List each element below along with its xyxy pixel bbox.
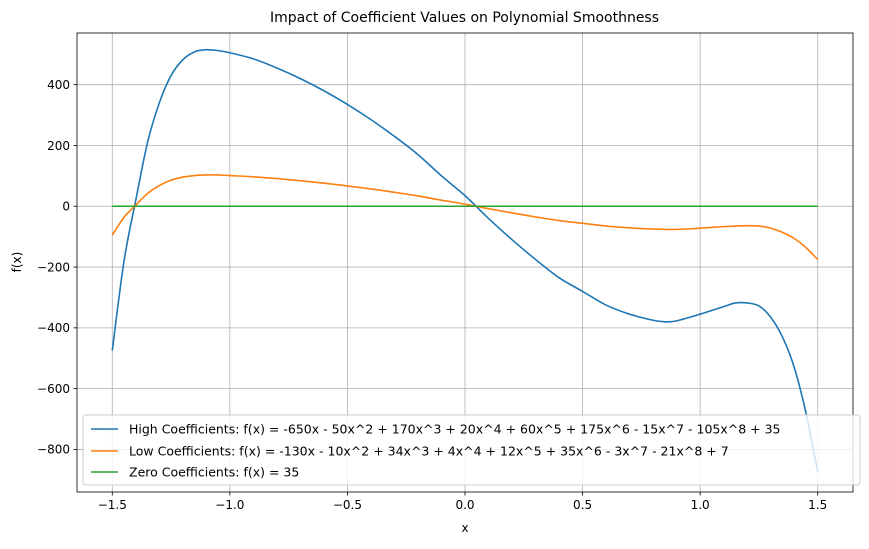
- y-tick-label: −800: [37, 443, 70, 457]
- x-tick-label: −1.5: [98, 498, 127, 512]
- y-tick-label: −200: [37, 260, 70, 274]
- y-tick-label: 200: [47, 139, 70, 153]
- y-tick-label: −600: [37, 382, 70, 396]
- series-line-high: [111, 48, 819, 473]
- y-tick-label: 400: [47, 78, 70, 92]
- x-tick-label: −1.0: [215, 498, 244, 512]
- legend-box: [82, 414, 861, 486]
- x-tick-label: 0.5: [573, 498, 592, 512]
- x-axis-label: x: [461, 521, 468, 535]
- x-tick-label: 1.0: [691, 498, 710, 512]
- legend: High Coefficients: f(x) = -650x - 50x^2 …: [82, 414, 861, 486]
- legend-label-low: Low Coefficients: f(x) = -130x - 10x^2 +…: [129, 444, 729, 459]
- x-tick-label: 1.5: [808, 498, 827, 512]
- x-axis-ticks: −1.5 −1.0 −0.5 0.0 0.5 1.0 1.5: [98, 492, 827, 512]
- y-tick-label: −400: [37, 321, 70, 335]
- x-tick-label: 0.0: [455, 498, 474, 512]
- legend-label-zero: Zero Coefficients: f(x) = 35: [129, 465, 299, 480]
- legend-label-high: High Coefficients: f(x) = -650x - 50x^2 …: [129, 422, 781, 437]
- chart-title: Impact of Coefficient Values on Polynomi…: [270, 10, 659, 26]
- y-axis-ticks: −800 −600 −400 −200 0 200 400: [37, 78, 77, 457]
- plot-lines: [111, 48, 819, 473]
- x-tick-label: −0.5: [333, 498, 362, 512]
- series-line-low: [111, 174, 819, 261]
- y-tick-label: 0: [62, 200, 70, 214]
- y-axis-label: f(x): [10, 252, 24, 273]
